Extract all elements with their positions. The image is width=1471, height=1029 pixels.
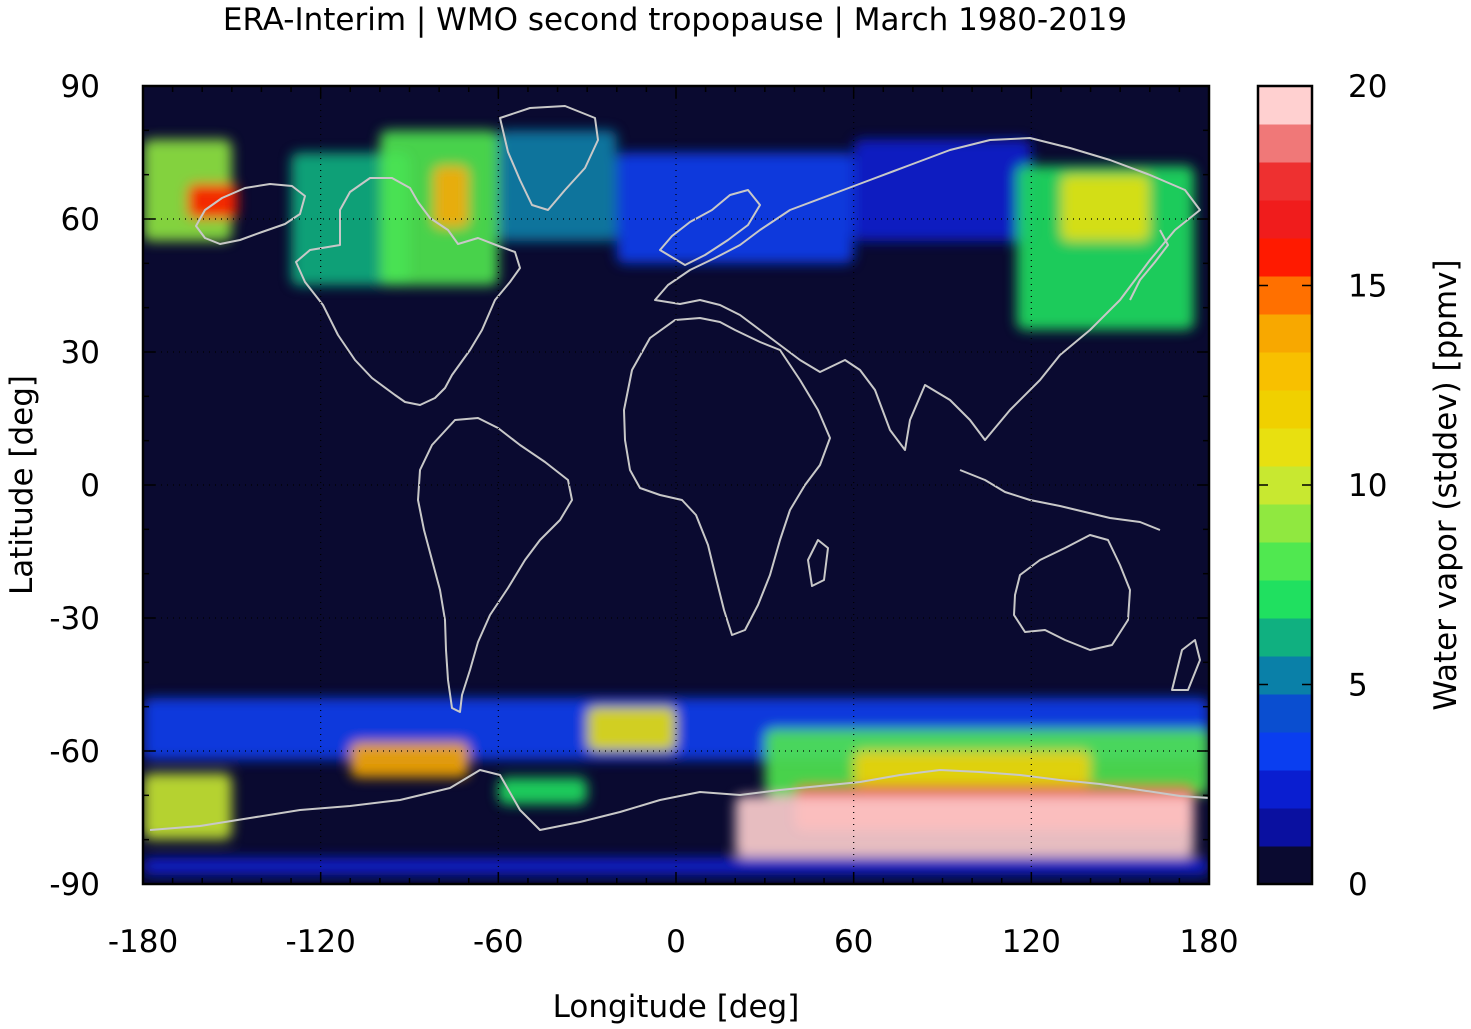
heatmap-region-5 — [498, 130, 617, 242]
heatmap-region-9 — [1060, 174, 1150, 242]
colorbar-swatch — [1258, 86, 1312, 125]
x-axis: -180 -120 -60 0 60 120 180 — [108, 86, 1239, 960]
x-tick-label: 120 — [1002, 924, 1061, 960]
y-tick-label: 0 — [80, 468, 100, 504]
colorbar-swatch — [1258, 390, 1312, 429]
x-tick-label: 0 — [666, 924, 686, 960]
coast-antarctica — [149, 769, 1209, 831]
coast-eurasia-north — [654, 137, 1201, 451]
y-tick-label: 30 — [61, 335, 100, 371]
colorbar-swatch — [1258, 656, 1312, 695]
heatmap-region-11 — [143, 773, 232, 840]
coast-southeast-asia — [959, 469, 1161, 531]
colorbar — [1256, 84, 1314, 886]
colorbar-ticks: 0 5 10 15 20 — [1258, 69, 1387, 903]
colorbar-tick-label: 0 — [1348, 867, 1368, 903]
colorbar-swatch — [1258, 542, 1312, 581]
coast-greenland — [499, 105, 599, 211]
colorbar-swatch — [1258, 580, 1312, 619]
x-tick-label: -180 — [108, 924, 178, 960]
y-axis: 90 60 30 0 -30 -60 -90 — [49, 69, 1209, 903]
colorbar-swatch — [1258, 428, 1312, 467]
heatmap-region-18 — [735, 795, 1195, 858]
colorbar-tick-label: 10 — [1348, 468, 1387, 504]
coast-australia — [1013, 534, 1131, 651]
x-tick-label: -60 — [473, 924, 524, 960]
x-axis-label: Longitude [deg] — [553, 989, 800, 1025]
x-tick-label: -120 — [285, 924, 355, 960]
coast-japan — [1129, 229, 1169, 301]
coast-north-america — [295, 177, 521, 406]
colorbar-tick-label: 5 — [1348, 668, 1368, 704]
grid-lines — [143, 86, 1209, 884]
heatmap-regions — [143, 130, 1209, 876]
heatmap-region-14 — [587, 706, 676, 751]
colorbar-swatch — [1258, 352, 1312, 391]
coast-alaska — [195, 183, 306, 245]
colorbar-swatch — [1258, 770, 1312, 809]
colorbar-tick-label: 20 — [1348, 69, 1387, 105]
colorbar-swatch — [1258, 200, 1312, 239]
coast-new-zealand — [1171, 639, 1201, 691]
heatmap-region-12 — [350, 742, 469, 778]
heatmap-region-7 — [853, 139, 1032, 242]
colorbar-swatch — [1258, 314, 1312, 353]
chart-title: ERA-Interim | WMO second tropopause | Ma… — [223, 2, 1127, 38]
heatmap-region-6 — [616, 152, 854, 264]
heatmap-region-13 — [498, 777, 588, 805]
y-tick-label: -30 — [49, 601, 100, 637]
y-tick-label: 60 — [61, 202, 100, 238]
heatmap-region-4 — [433, 165, 469, 228]
y-tick-label: -90 — [49, 867, 100, 903]
colorbar-swatch — [1258, 124, 1312, 163]
colorbar-swatch — [1258, 846, 1312, 885]
y-tick-label: 90 — [61, 69, 100, 105]
colorbar-label: Water vapor (stddev) [ppmv] — [1428, 259, 1464, 710]
y-tick-label: -60 — [49, 734, 100, 770]
colorbar-swatch — [1258, 694, 1312, 733]
coast-madagascar — [807, 539, 829, 587]
colorbar-swatch — [1258, 162, 1312, 201]
x-tick-label: 180 — [1179, 924, 1238, 960]
heatmap-region-16 — [853, 751, 1091, 787]
coast-africa-eurasia — [623, 317, 831, 636]
heatmap-region-1 — [187, 183, 238, 219]
y-axis-label: Latitude [deg] — [4, 375, 40, 595]
coastlines — [149, 105, 1209, 831]
x-tick-label: 60 — [834, 924, 873, 960]
colorbar-swatch — [1258, 618, 1312, 657]
colorbar-swatch — [1258, 732, 1312, 771]
colorbar-tick-label: 15 — [1348, 269, 1387, 305]
colorbar-swatch — [1258, 504, 1312, 543]
colorbar-swatch — [1258, 808, 1312, 847]
colorbar-swatch — [1258, 276, 1312, 315]
coast-south-america — [417, 417, 573, 713]
coast-europe — [659, 189, 761, 266]
colorbar-swatch — [1258, 238, 1312, 277]
